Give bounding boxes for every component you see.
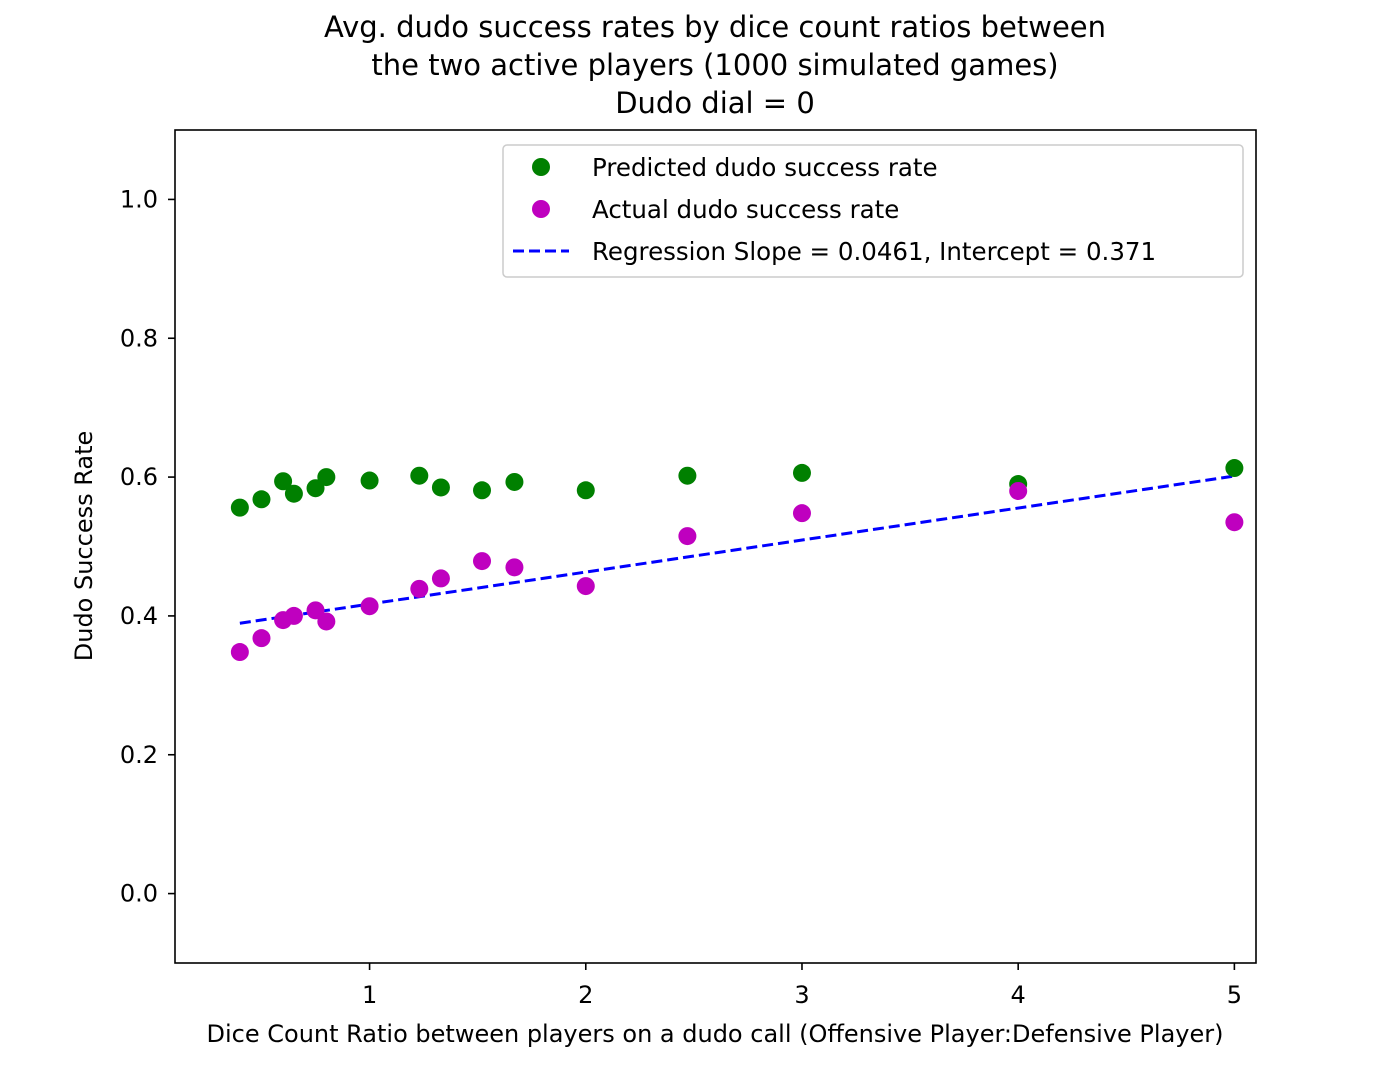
regression-line <box>239 474 1235 625</box>
y-tick-label: 0.4 <box>120 602 158 630</box>
y-axis-label: Dudo Success Rate <box>70 431 98 662</box>
x-tick-label: 2 <box>578 981 593 1009</box>
data-point <box>317 468 336 487</box>
plot-area <box>174 129 1257 964</box>
data-point <box>1009 481 1028 500</box>
data-point <box>505 558 524 577</box>
data-point <box>360 471 379 490</box>
legend-label-regression: Regression Slope = 0.0461, Intercept = 0… <box>592 237 1156 266</box>
legend-marker-predicted <box>532 158 550 176</box>
data-point <box>473 481 492 500</box>
legend-box <box>502 144 1244 278</box>
data-point <box>252 629 271 648</box>
data-point <box>431 569 450 588</box>
chart-title: Avg. dudo success rates by dice count ra… <box>324 10 1106 120</box>
plot-frame <box>174 129 1257 964</box>
series-layer <box>230 459 1244 662</box>
data-point <box>284 484 303 503</box>
data-point <box>306 479 325 498</box>
x-tick-label: 3 <box>794 981 809 1009</box>
y-axis: 0.0 0.2 0.4 0.6 0.8 1.0 <box>120 185 175 908</box>
y-tick-label: 0.0 <box>120 880 158 908</box>
data-point <box>1225 513 1244 532</box>
legend-label-actual: Actual dudo success rate <box>592 195 899 224</box>
x-tick-label: 4 <box>1011 981 1026 1009</box>
data-point <box>230 643 249 662</box>
data-point <box>1225 459 1244 478</box>
data-point <box>473 552 492 571</box>
y-tick-label: 0.6 <box>120 463 158 491</box>
chart-title-line-3: Dudo dial = 0 <box>615 86 815 120</box>
legend-marker-actual <box>532 200 550 218</box>
y-tick-label: 0.8 <box>120 324 158 352</box>
data-point <box>505 472 524 491</box>
y-tick-label: 0.2 <box>120 741 158 769</box>
x-tick-label: 1 <box>362 981 377 1009</box>
data-point <box>317 612 336 631</box>
data-point <box>576 577 595 596</box>
data-point <box>252 490 271 509</box>
data-point <box>360 597 379 616</box>
x-axis-label: Dice Count Ratio between players on a du… <box>207 1020 1224 1048</box>
data-point <box>284 606 303 625</box>
data-point <box>792 463 811 482</box>
legend: Predicted dudo success rate Actual dudo … <box>502 144 1244 278</box>
data-point <box>306 601 325 620</box>
data-point <box>410 466 429 485</box>
data-point <box>678 466 697 485</box>
chart-title-line-2: the two active players (1000 simulated g… <box>371 48 1058 82</box>
series-actual <box>230 481 1244 662</box>
data-point <box>792 504 811 523</box>
y-tick-label: 1.0 <box>120 185 158 213</box>
x-axis: 1 2 3 4 5 <box>362 963 1242 1009</box>
regression-layer <box>239 474 1235 625</box>
data-point <box>678 527 697 546</box>
x-tick-label: 5 <box>1227 981 1242 1009</box>
data-point <box>410 579 429 598</box>
data-point <box>576 481 595 500</box>
data-point <box>431 478 450 497</box>
chart-title-line-1: Avg. dudo success rates by dice count ra… <box>324 10 1106 44</box>
data-point <box>274 472 293 491</box>
legend-label-predicted: Predicted dudo success rate <box>592 153 938 182</box>
data-point <box>230 498 249 517</box>
